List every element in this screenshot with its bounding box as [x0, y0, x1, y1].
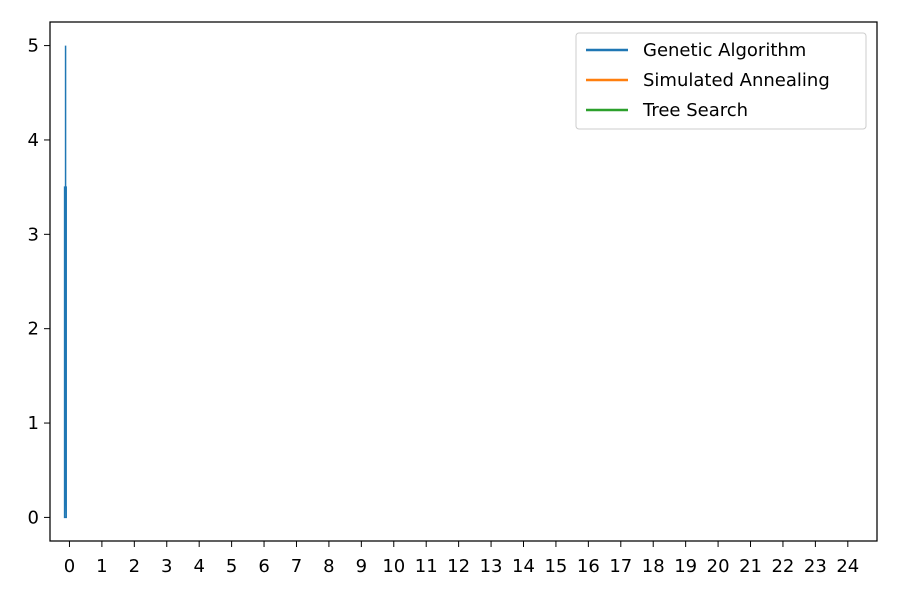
x-tick-label: 11: [415, 556, 438, 577]
x-tick-label: 3: [161, 556, 172, 577]
y-tick-label: 0: [28, 507, 39, 528]
x-tick-label: 5: [226, 556, 237, 577]
y-tick-label: 2: [28, 319, 39, 340]
x-tick-label: 10: [382, 556, 405, 577]
y-tick-label: 5: [28, 36, 39, 57]
x-tick-label: 12: [447, 556, 470, 577]
x-tick-label: 15: [544, 556, 567, 577]
x-tick-label: 22: [771, 556, 794, 577]
x-tick-label: 21: [739, 556, 762, 577]
x-tick-label: 6: [258, 556, 269, 577]
x-tick-label: 20: [707, 556, 730, 577]
plot-area-border: [49, 21, 878, 542]
x-tick-label: 0: [64, 556, 75, 577]
legend-label: Simulated Annealing: [643, 70, 830, 91]
legend-box: [575, 32, 867, 130]
legend-label: Tree Search: [642, 100, 748, 121]
legend-label: Genetic Algorithm: [643, 40, 806, 61]
y-axis: 0 1 2 3 4 5: [28, 36, 50, 528]
x-tick-label: 23: [804, 556, 827, 577]
x-tick-label: 8: [323, 556, 334, 577]
x-tick-label: 4: [193, 556, 204, 577]
x-tick-label: 16: [577, 556, 600, 577]
x-tick-label: 17: [609, 556, 632, 577]
y-tick-label: 1: [28, 413, 39, 434]
plot-frame: [49, 21, 878, 542]
x-tick-label: 24: [836, 556, 859, 577]
x-tick-label: 1: [96, 556, 107, 577]
legend-items: Genetic Algorithm Simulated Annealing Tree…: [586, 40, 830, 121]
x-tick-label: 18: [642, 556, 665, 577]
x-tick-label: 9: [356, 556, 367, 577]
x-tick-label: 2: [129, 556, 140, 577]
series-lines: [63, 45, 67, 519]
series-line-genetic-algorithm: [63, 45, 67, 519]
x-tick-label: 13: [480, 556, 503, 577]
y-tick-label: 3: [28, 224, 39, 245]
y-tick-label: 4: [28, 130, 39, 151]
x-tick-label: 19: [674, 556, 697, 577]
x-tick-label: 14: [512, 556, 535, 577]
legend: Genetic Algorithm Simulated Annealing Tree…: [575, 32, 867, 130]
x-axis: 0 1 2 3 4 5 6 7 8 9 10 11 12 13 14 15 16 17 18 19 20 21 22 23 24: [64, 541, 859, 577]
x-tick-label: 7: [291, 556, 302, 577]
